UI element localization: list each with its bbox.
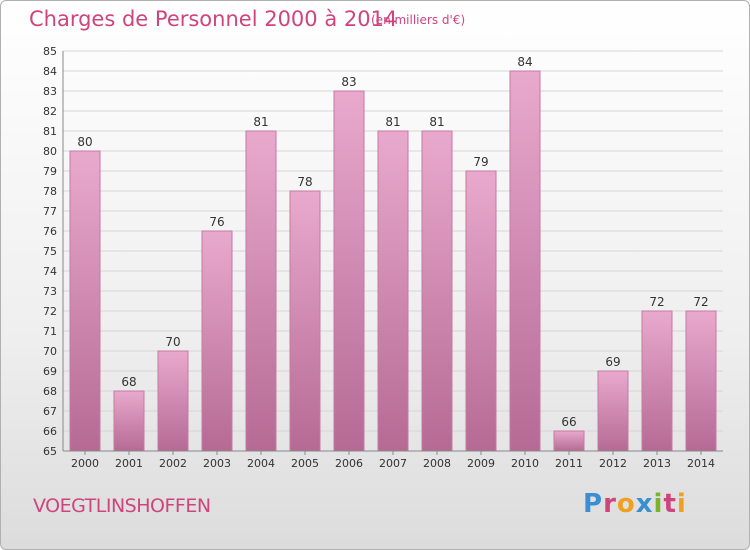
x-tick-label: 2008 (423, 457, 451, 470)
data-label: 68 (121, 375, 136, 389)
y-tick-label: 73 (43, 285, 57, 298)
y-tick-label: 81 (43, 125, 57, 138)
x-tick-label: 2007 (379, 457, 407, 470)
logo-letter: i (653, 489, 664, 519)
y-tick-label: 84 (43, 65, 57, 78)
proxiti-logo[interactable]: Proxiti (583, 489, 687, 519)
data-label: 83 (341, 75, 356, 89)
x-tick-label: 2002 (159, 457, 187, 470)
y-tick-label: 77 (43, 205, 57, 218)
bar-2011 (553, 430, 585, 452)
x-tick-label: 2011 (555, 457, 583, 470)
axes (62, 51, 723, 455)
y-tick-label: 82 (43, 105, 57, 118)
logo-letter: t (663, 489, 677, 519)
bar-2005 (289, 190, 321, 452)
bar-2009 (465, 170, 497, 452)
y-tick-label: 79 (43, 165, 57, 178)
bar-2013 (641, 310, 673, 452)
x-tick-label: 2005 (291, 457, 319, 470)
data-label: 70 (165, 335, 180, 349)
x-tick-label: 2003 (203, 457, 231, 470)
x-tick-label: 2009 (467, 457, 495, 470)
data-label: 84 (517, 55, 532, 69)
x-tick-label: 2014 (687, 457, 715, 470)
chart-title: Charges de Personnel 2000 à 2014 (29, 7, 398, 31)
y-tick-label: 68 (43, 385, 57, 398)
y-tick-label: 70 (43, 345, 57, 358)
x-tick-label: 2001 (115, 457, 143, 470)
data-label: 80 (77, 135, 92, 149)
bar-2001 (113, 390, 145, 452)
x-tick-label: 2006 (335, 457, 363, 470)
x-tick-label: 2010 (511, 457, 539, 470)
y-tick-label: 83 (43, 85, 57, 98)
data-labels: 80 68 70 76 81 78 83 81 81 79 84 66 69 72 72 (77, 55, 708, 429)
data-label: 69 (605, 355, 620, 369)
logo-letter: x (635, 489, 654, 519)
data-label: 72 (649, 295, 664, 309)
x-tick-label: 2012 (599, 457, 627, 470)
x-tick-labels: 2000 2001 2002 2003 2004 2005 2006 2007 2008 2009… (71, 457, 715, 470)
y-tick-label: 66 (43, 425, 57, 438)
data-label: 79 (473, 155, 488, 169)
y-tick-label: 74 (43, 265, 57, 278)
y-tick-labels: 65 66 67 68 69 70 71 72 73 74 75 76 77 78 79 80 81 82 83 84… (43, 45, 57, 458)
bar-2014 (685, 310, 717, 452)
y-tick-label: 69 (43, 365, 57, 378)
y-tick-label: 72 (43, 305, 57, 318)
data-label: 76 (209, 215, 224, 229)
y-tick-label: 78 (43, 185, 57, 198)
data-label: 72 (693, 295, 708, 309)
data-label: 66 (561, 415, 576, 429)
logo-letter: P (583, 489, 604, 519)
y-tick-label: 85 (43, 45, 57, 58)
x-tick-label: 2000 (71, 457, 99, 470)
commune-name: VOEGTLINSHOFFEN (33, 495, 211, 517)
logo-letter: o (616, 489, 636, 519)
bars (69, 70, 717, 452)
bar-2003 (201, 230, 233, 452)
chart-subtitle: (en milliers d'€) (371, 13, 466, 27)
bar-2007 (377, 130, 409, 452)
y-tick-label: 71 (43, 325, 57, 338)
bar-2000 (69, 150, 101, 452)
logo-letter: r (603, 489, 617, 519)
x-tick-label: 2013 (643, 457, 671, 470)
bar-2004 (245, 130, 277, 452)
bar-2010 (509, 70, 541, 452)
data-label: 81 (385, 115, 400, 129)
bar-2002 (157, 350, 189, 452)
y-tick-label: 67 (43, 405, 57, 418)
bar-2008 (421, 130, 453, 452)
data-label: 81 (429, 115, 444, 129)
y-tick-label: 76 (43, 225, 57, 238)
x-tick-label: 2004 (247, 457, 275, 470)
bar-2006 (333, 90, 365, 452)
y-tick-label: 80 (43, 145, 57, 158)
logo-letter: i (676, 489, 687, 519)
y-tick-label: 75 (43, 245, 57, 258)
data-label: 78 (297, 175, 312, 189)
y-tick-label: 65 (43, 445, 57, 458)
data-label: 81 (253, 115, 268, 129)
bar-2012 (597, 370, 629, 452)
